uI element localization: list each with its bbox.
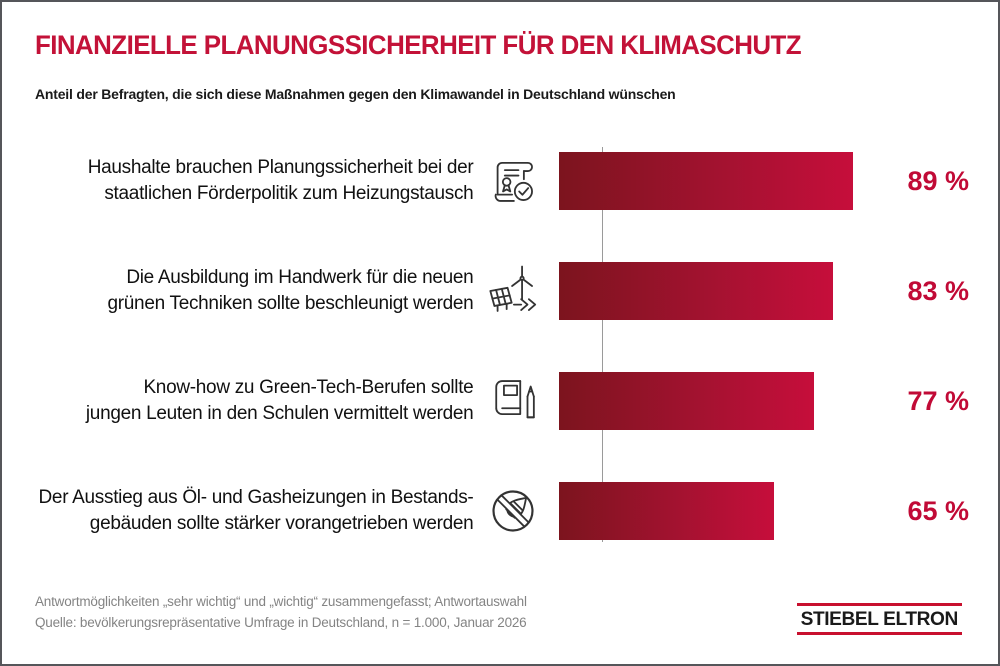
category-label-line1: Der Ausstieg aus Öl- und Gasheizungen in… xyxy=(38,487,474,508)
bar-track xyxy=(559,152,889,210)
bar-track xyxy=(559,372,889,430)
category-label-line1: Know-how zu Green-Tech-Berufen sollte xyxy=(143,377,474,398)
logo-top-rule xyxy=(797,603,962,606)
chart-row-2: Die Ausbildung im Handwerk für die neuen… xyxy=(35,236,969,346)
chart-row-1: Haushalte brauchen Planungssicherheit be… xyxy=(35,126,969,236)
category-label: Know-how zu Green-Tech-Berufen sollte ju… xyxy=(35,375,474,427)
bar-segment xyxy=(559,152,854,210)
value-label: 89 % xyxy=(907,165,969,196)
wind-solar-icon xyxy=(473,262,553,320)
chart-row-3: Know-how zu Green-Tech-Berufen sollte ju… xyxy=(35,346,969,456)
bar-segment xyxy=(559,482,774,540)
logo-text: STIEBEL ELTRON xyxy=(801,608,959,630)
footnote: Antwortmöglichkeiten „sehr wichtig“ und … xyxy=(35,591,527,633)
footnote-line2: Quelle: bevölkerungsrepräsentative Umfra… xyxy=(35,615,527,630)
page-subtitle: Anteil der Befragten, die sich diese Maß… xyxy=(35,86,676,102)
bar-segment xyxy=(559,262,834,320)
page-title: FINANZIELLE PLANUNGSSICHERHEIT FÜR DEN K… xyxy=(35,30,802,60)
category-label-line2: staatlichen Förderpolitik zum Heizungsta… xyxy=(104,183,474,204)
value-label: 83 % xyxy=(907,275,969,306)
footnote-line1: Antwortmöglichkeiten „sehr wichtig“ und … xyxy=(35,594,527,609)
category-label: Der Ausstieg aus Öl- und Gasheizungen in… xyxy=(35,485,474,537)
category-label-line2: jungen Leuten in den Schulen vermittelt … xyxy=(85,403,474,424)
category-label: Haushalte brauchen Planungssicherheit be… xyxy=(35,155,474,207)
logo-bottom-rule xyxy=(797,632,962,635)
certificate-check-icon xyxy=(473,152,553,210)
stiebel-eltron-logo: STIEBEL ELTRON xyxy=(797,603,962,635)
value-label: 65 % xyxy=(907,495,969,526)
chart-axis-line xyxy=(602,147,603,542)
category-label: Die Ausbildung im Handwerk für die neuen… xyxy=(35,265,474,317)
value-label: 77 % xyxy=(907,385,969,416)
bar-chart: Haushalte brauchen Planungssicherheit be… xyxy=(35,126,969,566)
no-oil-icon xyxy=(473,482,553,540)
book-pencil-icon xyxy=(473,372,553,430)
bar-track xyxy=(559,262,889,320)
category-label-line1: Haushalte brauchen Planungssicherheit be… xyxy=(87,157,474,178)
category-label-line2: gebäuden sollte stärker vorangetrieben w… xyxy=(89,513,474,534)
chart-row-4: Der Ausstieg aus Öl- und Gasheizungen in… xyxy=(35,456,969,566)
category-label-line2: grünen Techniken sollte beschleunigt wer… xyxy=(107,293,474,314)
bar-track xyxy=(559,482,889,540)
bar-segment xyxy=(559,372,814,430)
category-label-line1: Die Ausbildung im Handwerk für die neuen xyxy=(126,267,474,288)
